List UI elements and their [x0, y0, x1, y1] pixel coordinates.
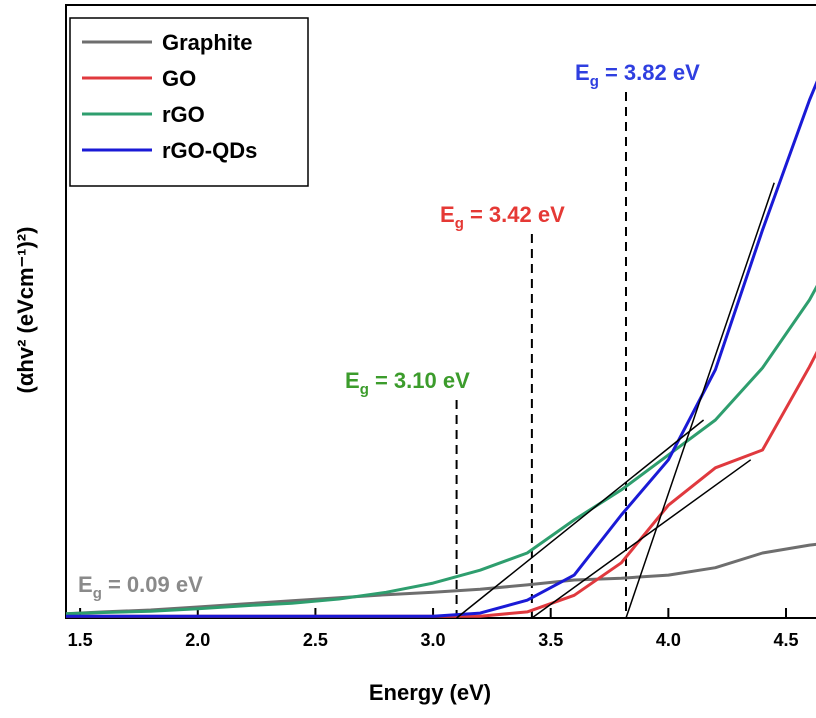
y-axis-label: (αhv² (eVcm⁻¹)²): [13, 227, 38, 394]
legend-label: GO: [162, 66, 196, 91]
annotation-symbol: E: [440, 202, 455, 227]
series-line: [65, 284, 816, 616]
annotation-text: = 3.10 eV: [369, 368, 470, 393]
x-tick-label: 2.5: [303, 630, 328, 650]
band-gap-annotation: Eg = 3.42 eV: [440, 202, 565, 232]
annotation-subscript: g: [93, 585, 102, 602]
tangent-line: [625, 182, 775, 619]
tangent-line: [531, 459, 752, 619]
annotation-symbol: E: [78, 572, 93, 597]
x-axis-label: Energy (eV): [369, 680, 491, 705]
x-tick-label: 4.0: [656, 630, 681, 650]
x-tick-label: 2.0: [185, 630, 210, 650]
tangent-line: [456, 419, 705, 619]
legend-box: [69, 17, 309, 187]
annotation-symbol: E: [575, 60, 590, 85]
annotation-subscript: g: [590, 73, 599, 90]
band-gap-annotation: Eg = 3.82 eV: [575, 60, 700, 90]
legend-label: Graphite: [162, 30, 252, 55]
band-gap-annotation: Eg = 0.09 eV: [78, 572, 203, 602]
band-gap-annotation: Eg = 3.10 eV: [345, 368, 470, 398]
annotation-subscript: g: [455, 215, 464, 232]
x-tick-label: 3.0: [421, 630, 446, 650]
x-tick-label: 1.5: [68, 630, 93, 650]
x-tick-label: 4.5: [773, 630, 798, 650]
annotation-text: = 3.82 eV: [599, 60, 700, 85]
x-tick-label: 3.5: [538, 630, 563, 650]
legend-label: rGO: [162, 102, 205, 127]
series-line: [66, 80, 816, 618]
annotation-subscript: g: [360, 381, 369, 398]
annotation-text: = 0.09 eV: [102, 572, 203, 597]
legend-label: rGO-QDs: [162, 138, 257, 163]
plot-frame: [65, 4, 816, 619]
series-line: [65, 542, 816, 616]
annotation-text: = 3.42 eV: [464, 202, 565, 227]
annotation-symbol: E: [345, 368, 360, 393]
